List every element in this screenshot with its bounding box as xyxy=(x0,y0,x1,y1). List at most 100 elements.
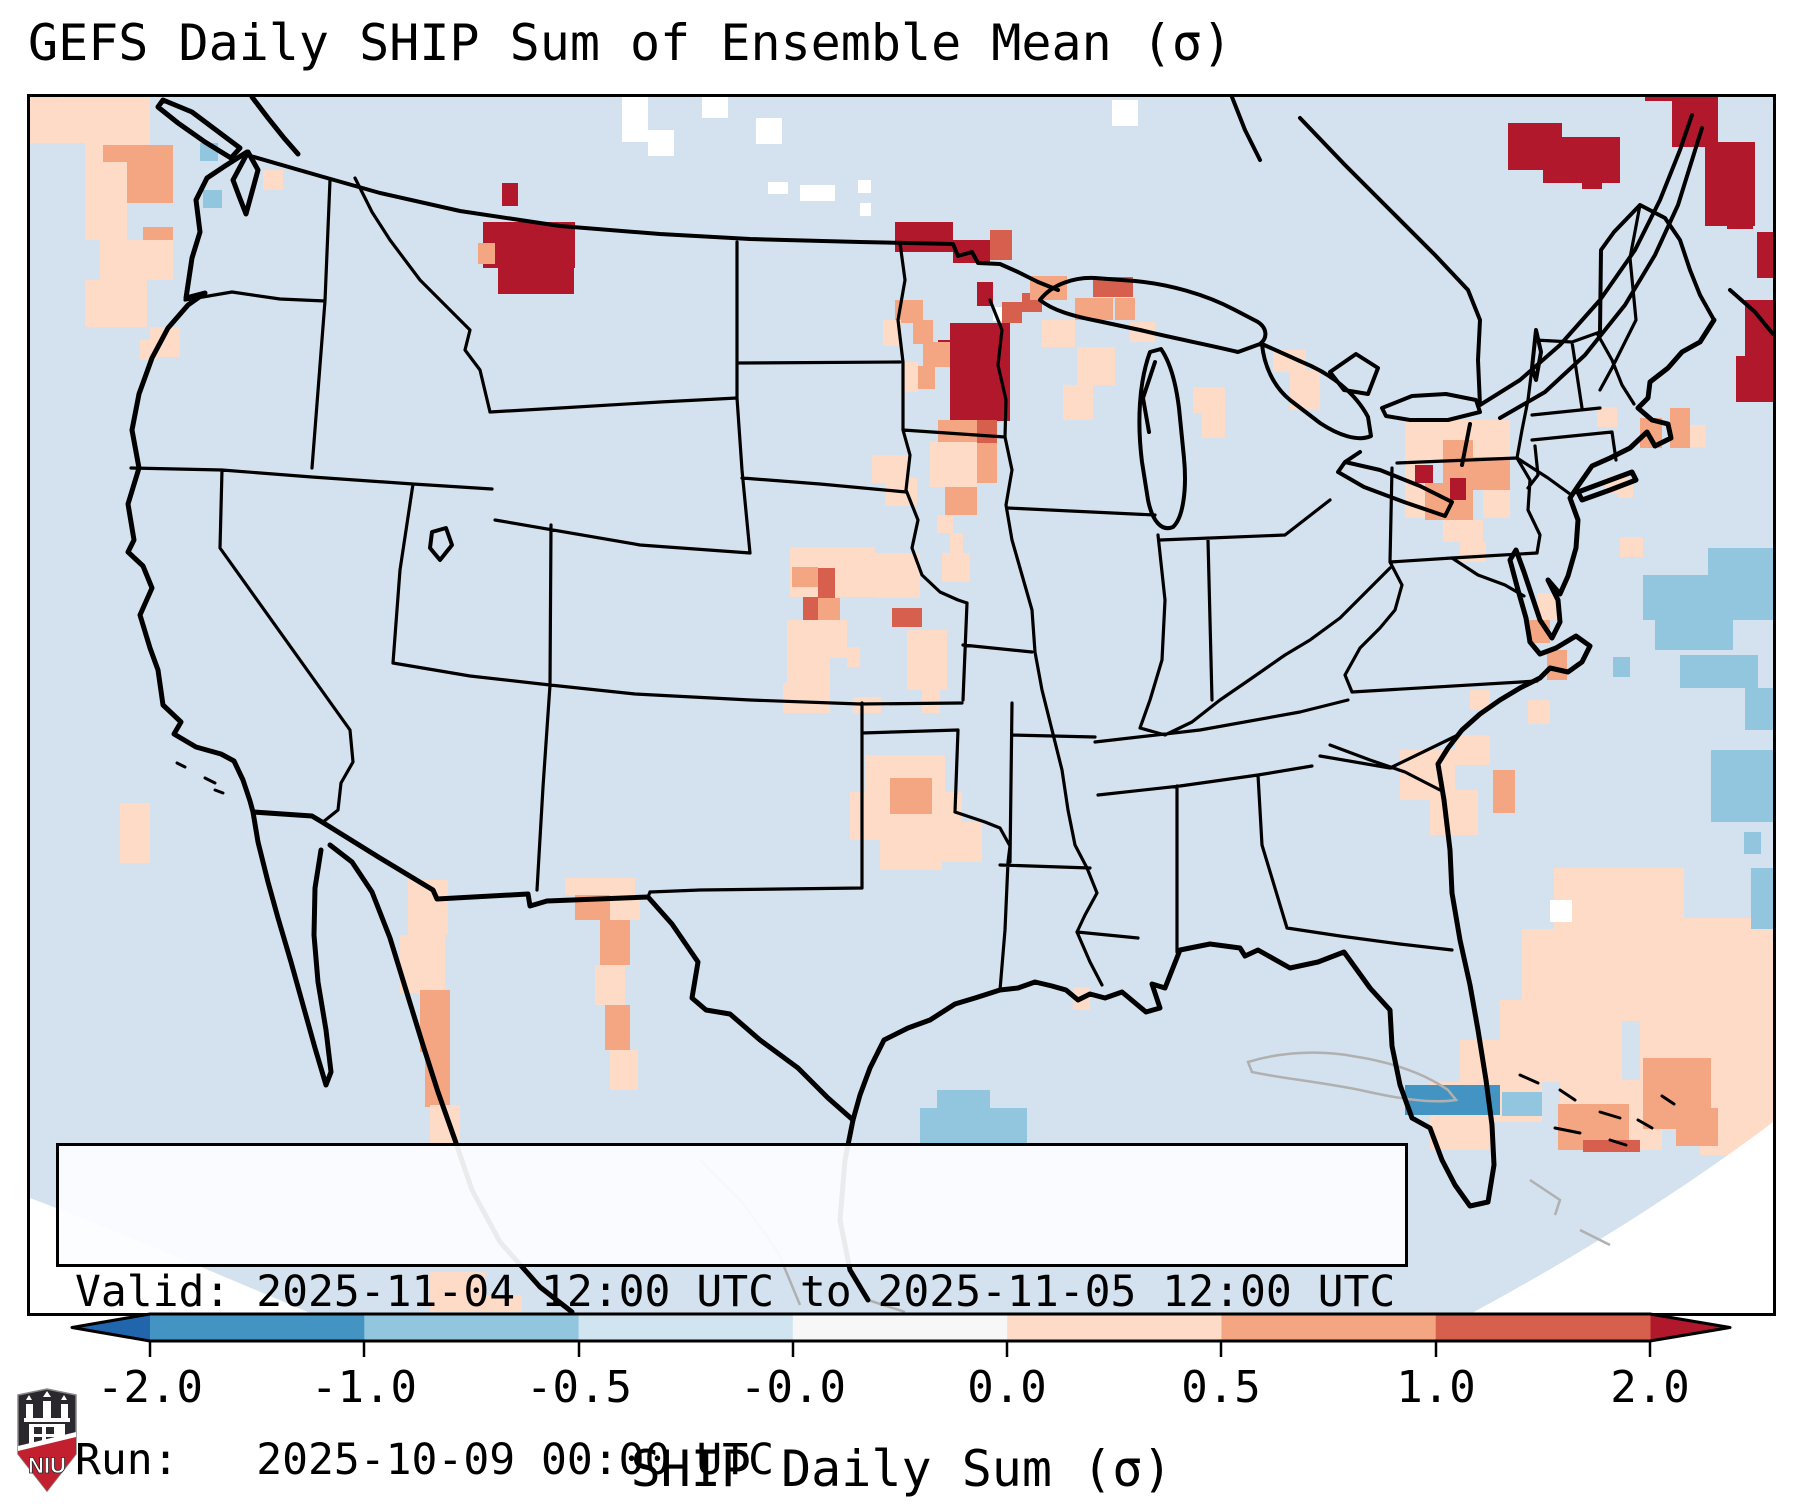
valid-time-line: Valid: 2025-11-04 12:00 UTC to 2025-11-0… xyxy=(75,1267,1396,1317)
grid-cell xyxy=(85,280,147,327)
grid-cell xyxy=(1547,650,1567,680)
colorbar-tick-label: 2.0 xyxy=(1610,1362,1690,1413)
grid-cell xyxy=(430,1272,485,1312)
grid-cell xyxy=(950,533,963,553)
grid-cell xyxy=(600,920,630,965)
grid-cell xyxy=(85,162,127,240)
colorbar-tick-label: -0.5 xyxy=(526,1362,632,1413)
grid-cell xyxy=(1450,478,1466,500)
grid-cell xyxy=(803,597,819,625)
grid-cell xyxy=(913,320,933,344)
grid-cell xyxy=(1430,790,1478,835)
grid-cell xyxy=(1672,97,1718,147)
grid-cell xyxy=(880,840,942,870)
grid-cell xyxy=(85,142,103,162)
figure-title: GEFS Daily SHIP Sum of Ensemble Mean (σ) xyxy=(28,14,1233,72)
grid-cell xyxy=(1670,408,1690,448)
grid-cell xyxy=(1640,418,1662,448)
grid-cell xyxy=(818,598,840,620)
grid-cell xyxy=(1620,918,1773,1010)
grid-cell xyxy=(1736,356,1773,402)
grid-cell xyxy=(605,1005,630,1050)
grid-cell xyxy=(1443,520,1483,542)
grid-cell xyxy=(787,620,847,658)
grid-cell xyxy=(1613,657,1630,677)
colorbar-arrow xyxy=(1650,1314,1730,1341)
grid-cell xyxy=(263,170,283,190)
grid-cell xyxy=(783,683,830,713)
grid-cell xyxy=(1042,320,1075,347)
grid-cell xyxy=(1543,137,1620,183)
lake-outlines xyxy=(428,275,1543,562)
grid-cell xyxy=(792,567,818,587)
grid-cell xyxy=(990,230,1012,260)
colorbar-tick-label: -0.0 xyxy=(740,1362,846,1413)
map-canvas xyxy=(30,97,1773,1313)
validity-info-box: Valid: 2025-11-04 12:00 UTC to 2025-11-0… xyxy=(56,1143,1408,1485)
grid-cell xyxy=(1690,425,1706,447)
grid-cell xyxy=(875,553,920,598)
grid-cell xyxy=(818,568,835,598)
grid-cell xyxy=(1483,490,1510,518)
grid-cell xyxy=(1550,900,1572,922)
grid-cell xyxy=(977,443,997,483)
data-cells xyxy=(30,97,1773,1312)
run-time-line: Run: 2025-10-09 00:00 UTC xyxy=(75,1435,774,1485)
grid-cell xyxy=(498,264,574,294)
grid-cell xyxy=(937,515,953,533)
colorbar-tick-label: 0.0 xyxy=(967,1362,1047,1413)
grid-cell xyxy=(1705,142,1755,226)
grid-cell xyxy=(1645,97,1672,101)
colorbar-segments xyxy=(72,1314,1730,1341)
colorbar-tick-label: -1.0 xyxy=(311,1362,417,1413)
grid-cell xyxy=(1744,832,1761,854)
grid-cell xyxy=(60,97,88,125)
grid-cell xyxy=(756,118,782,144)
grid-cell xyxy=(1528,700,1550,724)
grid-cell xyxy=(483,222,575,268)
grid-cell xyxy=(622,97,648,142)
grid-cell xyxy=(800,185,835,201)
grid-cell xyxy=(1655,615,1733,650)
grid-cell xyxy=(1077,347,1115,385)
grid-cell xyxy=(1455,735,1490,765)
grid-cell xyxy=(1473,430,1510,457)
grid-cell xyxy=(1470,690,1490,710)
grid-cell xyxy=(1193,387,1225,413)
colorbar xyxy=(70,1312,1732,1357)
colorbar-tick-label: 1.0 xyxy=(1396,1362,1476,1413)
grid-cell xyxy=(1002,302,1022,323)
grid-cell xyxy=(1537,593,1557,620)
projection-gap-right xyxy=(1472,1122,1773,1313)
grid-cell xyxy=(890,778,932,814)
colorbar-segment xyxy=(150,1314,365,1341)
grid-cell xyxy=(1473,457,1510,490)
grid-cell xyxy=(1502,1092,1542,1116)
canada-borders xyxy=(245,97,1773,420)
grid-cell xyxy=(1202,413,1225,438)
grid-cell xyxy=(1643,575,1773,620)
grid-cell xyxy=(1075,298,1113,320)
grid-cell xyxy=(1680,655,1758,688)
colorbar-tick-label: 0.5 xyxy=(1181,1362,1261,1413)
grid-cell xyxy=(768,182,788,194)
niu-logo: NIU xyxy=(17,1388,77,1493)
grid-cell xyxy=(940,822,982,862)
logo-text: NIU xyxy=(28,1453,66,1478)
grid-cell xyxy=(1745,688,1773,730)
coastline xyxy=(125,97,1717,1313)
grid-cell xyxy=(923,342,950,367)
colorbar-axis-label: SHIP Daily Sum (σ) xyxy=(0,1440,1803,1498)
grid-cell xyxy=(1112,100,1138,126)
grid-cell xyxy=(1708,548,1773,578)
grid-cell xyxy=(478,243,495,264)
grid-cell xyxy=(1757,232,1773,278)
grid-cell xyxy=(1273,350,1306,372)
grid-cell xyxy=(480,1295,522,1312)
grid-cell xyxy=(930,442,977,487)
colorbar-axis-label-text: SHIP Daily Sum (σ) xyxy=(630,1440,1173,1498)
map-frame xyxy=(27,94,1776,1316)
grid-cell xyxy=(400,935,445,993)
grid-cell xyxy=(907,630,947,690)
